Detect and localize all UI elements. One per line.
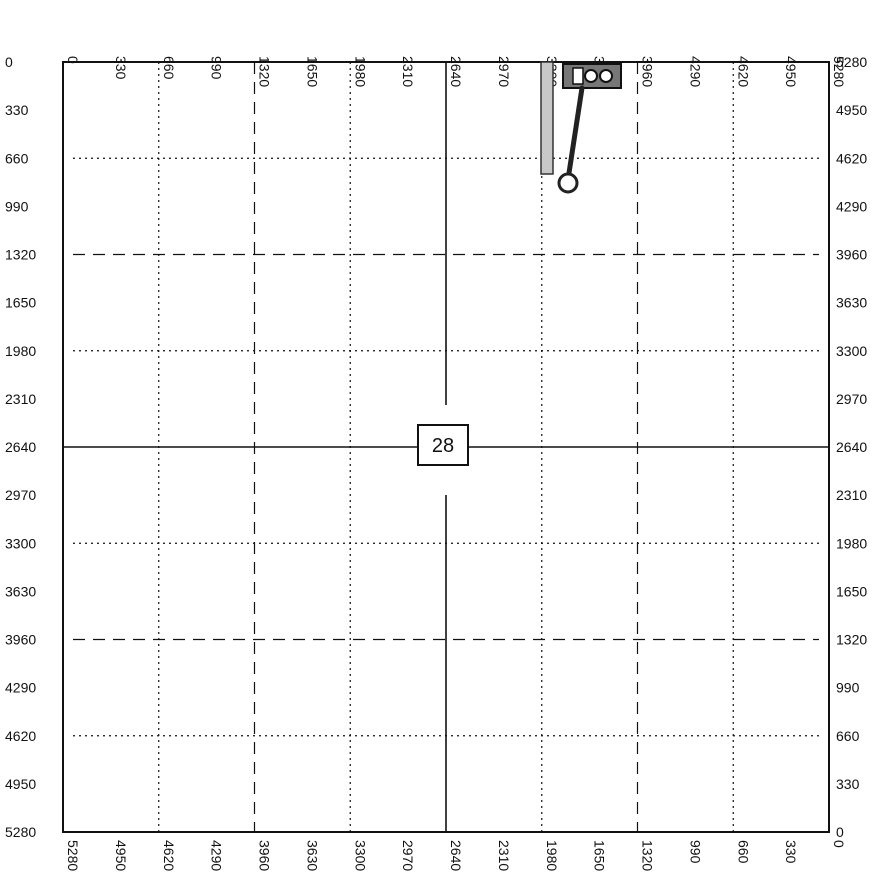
right-tick-label: 1980 bbox=[836, 535, 867, 551]
top-tick-label: 1320 bbox=[257, 56, 273, 87]
left-tick-label: 3960 bbox=[5, 632, 36, 648]
right-tick-label: 3300 bbox=[836, 343, 867, 359]
top-tick-label: 990 bbox=[209, 56, 225, 80]
bottom-tick-label: 0 bbox=[831, 840, 847, 848]
right-tick-label: 990 bbox=[836, 680, 860, 696]
right-tick-label: 2640 bbox=[836, 439, 867, 455]
vertical-pad-strip bbox=[540, 61, 554, 175]
left-tick-label: 4950 bbox=[5, 776, 36, 792]
right-tick-label: 4620 bbox=[836, 150, 867, 166]
left-tick-label: 5280 bbox=[5, 824, 36, 840]
left-tick-label: 1320 bbox=[5, 247, 36, 263]
bottom-tick-label: 3630 bbox=[304, 840, 320, 871]
bottom-hole-icon bbox=[557, 172, 579, 194]
grid-lines bbox=[63, 62, 829, 832]
top-tick-label: 3960 bbox=[640, 56, 656, 87]
bottom-tick-label: 3960 bbox=[257, 840, 273, 871]
left-tick-label: 990 bbox=[5, 198, 29, 214]
bottom-tick-label: 2310 bbox=[496, 840, 512, 871]
bottom-tick-label: 2970 bbox=[400, 840, 416, 871]
top-tick-label: 4290 bbox=[687, 56, 703, 87]
left-tick-label: 1650 bbox=[5, 295, 36, 311]
left-tick-label: 4620 bbox=[5, 728, 36, 744]
bottom-tick-label: 1650 bbox=[592, 840, 608, 871]
section-number-box bbox=[417, 424, 469, 466]
bottom-tick-label: 4950 bbox=[113, 840, 129, 871]
well-symbol-icon bbox=[584, 69, 598, 83]
top-tick-label: 330 bbox=[113, 56, 129, 80]
bottom-tick-label: 1980 bbox=[544, 840, 560, 871]
bottom-tick-label: 3300 bbox=[352, 840, 368, 871]
left-tick-label: 2970 bbox=[5, 487, 36, 503]
right-tick-label: 3960 bbox=[836, 247, 867, 263]
bottom-tick-label: 1320 bbox=[640, 840, 656, 871]
left-tick-label: 4290 bbox=[5, 680, 36, 696]
bottom-tick-label: 4620 bbox=[161, 840, 177, 871]
top-tick-label: 2640 bbox=[448, 56, 464, 87]
top-tick-label: 4620 bbox=[735, 56, 751, 87]
bottom-axis-labels: 5280 4950 4620 4290 3960 3630 3300 2970 2640 2310… bbox=[65, 840, 847, 871]
bottom-tick-label: 330 bbox=[783, 840, 799, 864]
left-axis-labels: 0 330 660 990 1320 1650 1980 2310 2640 2970 3300 36… bbox=[5, 54, 36, 840]
well-symbol-icon bbox=[599, 69, 613, 83]
right-tick-label: 4290 bbox=[836, 198, 867, 214]
right-tick-label: 5280 bbox=[836, 54, 867, 70]
right-axis-labels: 5280495046204290396036303300297026402310… bbox=[836, 54, 867, 840]
right-tick-label: 2310 bbox=[836, 487, 867, 503]
top-tick-label: 0 bbox=[65, 56, 81, 64]
top-tick-label: 660 bbox=[161, 56, 177, 80]
top-tick-label: 5280 bbox=[831, 56, 847, 87]
left-tick-label: 3300 bbox=[5, 535, 36, 551]
top-tick-label: 4950 bbox=[783, 56, 799, 87]
right-tick-label: 330 bbox=[836, 776, 860, 792]
top-tick-label: 1980 bbox=[352, 56, 368, 87]
bottom-tick-label: 990 bbox=[687, 840, 703, 864]
bottom-tick-label: 2640 bbox=[448, 840, 464, 871]
top-axis-labels: 0330660990132016501980231026402970330036… bbox=[65, 56, 847, 87]
top-tick-label: 2310 bbox=[400, 56, 416, 87]
left-tick-label: 330 bbox=[5, 102, 29, 118]
wellbore-path bbox=[566, 85, 585, 176]
bottom-tick-label: 660 bbox=[735, 840, 751, 864]
left-tick-label: 3630 bbox=[5, 583, 36, 599]
well-pad-bracket-icon bbox=[572, 67, 584, 85]
left-tick-label: 660 bbox=[5, 150, 29, 166]
right-tick-label: 1650 bbox=[836, 583, 867, 599]
right-tick-label: 2970 bbox=[836, 391, 867, 407]
left-tick-label: 2640 bbox=[5, 439, 36, 455]
right-tick-label: 0 bbox=[836, 824, 844, 840]
left-tick-label: 2310 bbox=[5, 391, 36, 407]
right-tick-label: 660 bbox=[836, 728, 860, 744]
top-tick-label: 1650 bbox=[304, 56, 320, 87]
bottom-tick-label: 5280 bbox=[65, 840, 81, 871]
section-number: 28 bbox=[432, 435, 454, 457]
right-tick-label: 4950 bbox=[836, 102, 867, 118]
left-tick-label: 0 bbox=[5, 54, 13, 70]
bottom-tick-label: 4290 bbox=[209, 840, 225, 871]
left-tick-label: 1980 bbox=[5, 343, 36, 359]
right-tick-label: 1320 bbox=[836, 632, 867, 648]
top-tick-label: 2970 bbox=[496, 56, 512, 87]
right-tick-label: 3630 bbox=[836, 295, 867, 311]
